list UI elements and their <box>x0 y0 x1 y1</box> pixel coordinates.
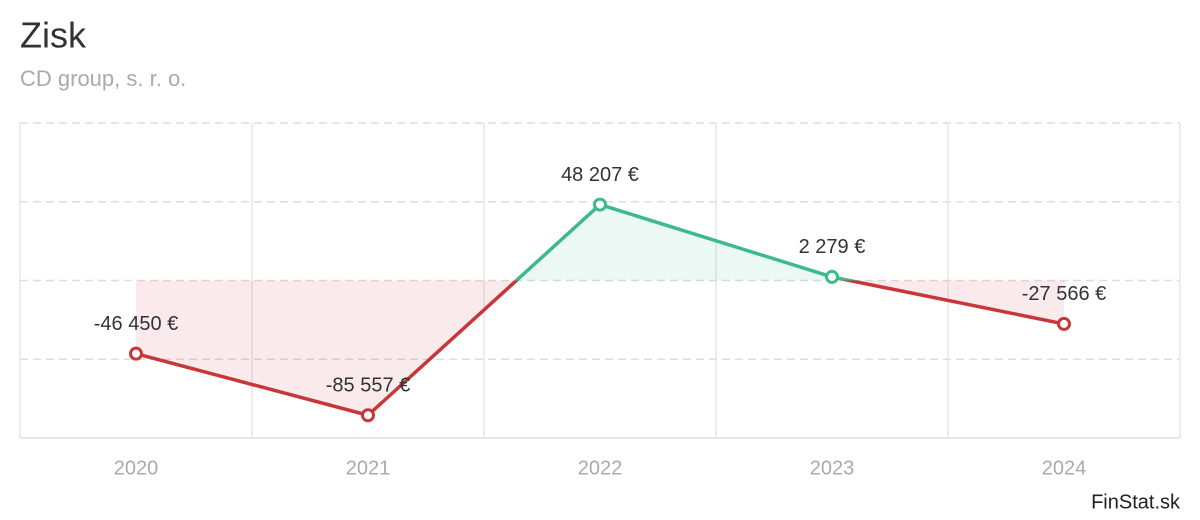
x-tick-label: 2020 <box>114 457 159 479</box>
point <box>1057 316 1071 331</box>
value-label: -27 566 € <box>1022 283 1107 305</box>
point <box>593 197 607 212</box>
area-fill <box>136 204 1064 416</box>
value-label: -46 450 € <box>94 313 179 335</box>
x-tick-label: 2022 <box>578 457 623 479</box>
chart-subtitle: CD group, s. r. o. <box>20 66 186 91</box>
x-tick-label: 2021 <box>346 457 391 479</box>
value-label: 2 279 € <box>799 236 866 258</box>
x-tick-label: 2023 <box>810 457 855 479</box>
x-tick-label: 2024 <box>1042 457 1087 479</box>
credit: FinStat.sk <box>1091 491 1181 513</box>
value-label: -85 557 € <box>326 375 411 397</box>
point <box>129 346 143 361</box>
chart-title: Zisk <box>20 15 87 56</box>
point <box>361 408 375 423</box>
point <box>825 269 839 284</box>
value-label: 48 207 € <box>561 164 639 186</box>
